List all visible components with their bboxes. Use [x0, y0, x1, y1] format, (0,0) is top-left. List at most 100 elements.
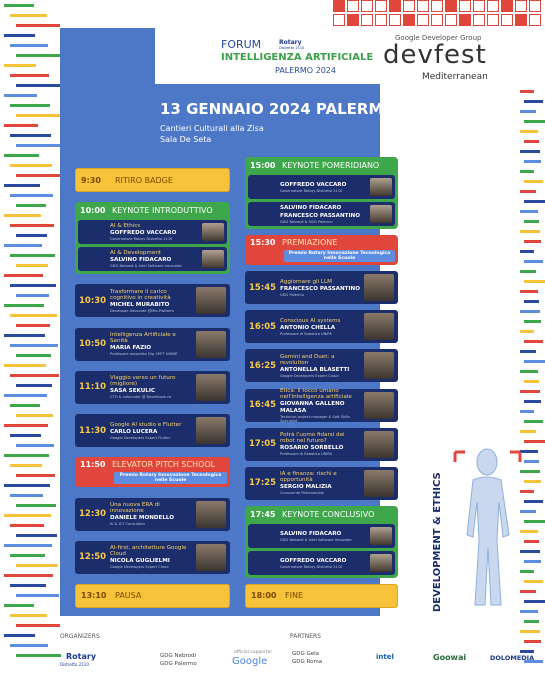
stripe — [10, 44, 48, 47]
stripe — [520, 90, 534, 93]
time: 11:10 — [79, 382, 107, 393]
tile — [375, 0, 387, 12]
stripe — [520, 450, 538, 453]
speaker-name: FRANCESCO PASSANTINO — [280, 213, 360, 219]
stripe — [4, 64, 36, 67]
stripe — [524, 220, 539, 223]
talk-slot: 11:10 Viaggio verso un futuro (migliore) S… — [75, 370, 230, 404]
tile — [473, 14, 485, 26]
label: KEYNOTE INTRODUTTIVO — [112, 206, 213, 216]
time: 12:50 — [79, 552, 107, 563]
talk-slot: 12:50 AI-first, architetture Google Cloud… — [75, 540, 230, 574]
rotary: Rotary — [279, 39, 302, 46]
award-header: 15:30 PREMIAZIONE — [248, 237, 395, 248]
speaker-card: SALVINO FIDACARO FRANCESCO PASSANTINO GDG … — [248, 202, 395, 226]
topic: AI-first, architetture Google Cloud — [110, 545, 187, 558]
stripe — [520, 530, 538, 533]
city: PALERMO 2024 — [275, 66, 336, 75]
stripe — [16, 654, 61, 657]
stripe — [4, 184, 40, 187]
stripe — [524, 440, 545, 443]
label: KEYNOTE POMERIDIANO — [282, 161, 380, 170]
stripe — [16, 204, 46, 207]
tile — [431, 0, 443, 12]
stripe — [4, 634, 35, 637]
speaker-card: SALVINO FIDACARO GDG Nebrodi & Intel Soft… — [248, 523, 395, 548]
tile — [403, 0, 415, 12]
stripe — [520, 210, 538, 213]
speaker-photo — [202, 223, 224, 242]
talk-text: Viaggio verso un futuro (migliore) SASA S… — [110, 375, 192, 399]
talk-slot: 16:25 Gemini and Duet: a revolution ANTONE… — [245, 349, 398, 383]
stripe — [524, 200, 545, 203]
stripe — [4, 124, 38, 127]
header-box: FORUM Rotary Distretto 2110 INTELLIGENZA… — [155, 28, 380, 84]
stripe — [524, 360, 545, 363]
talk-slot: 17:05 Potrà l'uomo fidarsi dei robot nel … — [245, 427, 398, 461]
time: 16:45 — [249, 400, 277, 411]
tile — [459, 14, 471, 26]
speaker-name: SALVINO FIDACARO — [110, 257, 172, 264]
topic: AI & Development — [110, 250, 162, 257]
stripe — [524, 660, 543, 663]
supporter-label: official supporter — [234, 650, 273, 655]
room: Sala De Seta — [160, 135, 212, 144]
stripe — [16, 144, 64, 147]
speaker-role: CTO & cofounder @ Develhope.co — [110, 395, 172, 400]
stripe — [520, 190, 536, 193]
stripe — [16, 54, 61, 57]
stripe — [520, 470, 540, 473]
stripe — [524, 320, 541, 323]
talk-slot: 17:25 IA e finanza: rischi e opportunità S… — [245, 466, 398, 500]
speaker-photo — [370, 553, 392, 572]
tile — [501, 0, 513, 12]
stripe — [10, 524, 44, 527]
time: 11:50 — [80, 460, 106, 470]
tile — [459, 0, 471, 12]
stripe — [10, 14, 47, 17]
stripe — [524, 180, 543, 183]
event-name: INTELLIGENZA ARTIFICIALE — [221, 52, 374, 63]
stripe — [524, 120, 545, 123]
time: 11:30 — [79, 425, 107, 436]
stripe — [4, 424, 48, 427]
topic: Aggiornare gli LLM — [280, 278, 332, 285]
talk-slot: 16:05 Conscious AI systems ANTONIO CHELLA P… — [245, 310, 398, 344]
stripe — [10, 254, 55, 257]
stripe — [10, 134, 51, 137]
decor-grid — [330, 0, 545, 30]
label: ELEVATOR PITCH SCHOOL — [112, 460, 216, 470]
speaker-name: SALVINO FIDACARO — [280, 530, 342, 537]
stripe — [4, 334, 45, 337]
stripe — [4, 154, 39, 157]
keynote-session: 17:45 KEYNOTE CONCLUSIVO SALVINO FIDACARO G… — [245, 505, 398, 578]
tile — [473, 0, 485, 12]
label: KEYNOTE CONCLUSIVO — [282, 509, 375, 519]
stripe — [10, 434, 41, 437]
speaker-name: DANIELE MONDELLO — [110, 515, 175, 522]
speaker-name: ROSARIO SORBELLO — [280, 445, 344, 452]
speaker-photo — [364, 313, 394, 341]
talk-text: Gemini and Duet: a revolution ANTONELLA B… — [280, 354, 360, 378]
stripe — [520, 330, 534, 333]
stripe — [10, 584, 46, 587]
stripe — [524, 620, 539, 623]
stripe — [16, 624, 60, 627]
stripe — [524, 520, 545, 523]
speaker-card: GOFFREDO VACCARO Governatore Rotary Distr… — [248, 550, 395, 575]
stripe — [16, 84, 62, 87]
speaker-role: Professore di Robotica UNIPA — [280, 331, 332, 336]
tile — [529, 0, 541, 12]
speaker-role: Developer Advocate @Mia-Platform — [110, 308, 174, 313]
speaker-role: Google Developers Expert Flutter — [110, 435, 171, 440]
organizer: GDG Nebrodi — [160, 653, 197, 659]
stripe — [16, 174, 65, 177]
speaker-role: GDG Palermo — [280, 292, 305, 297]
stripe — [10, 104, 50, 107]
stripe — [524, 560, 541, 563]
topic: Intelligenza Artificiale e Sanità — [110, 332, 176, 345]
tile — [501, 14, 513, 26]
stripe — [4, 514, 51, 517]
break-slot: 13:10 PAUSA — [75, 583, 230, 608]
speaker-photo — [364, 430, 394, 458]
